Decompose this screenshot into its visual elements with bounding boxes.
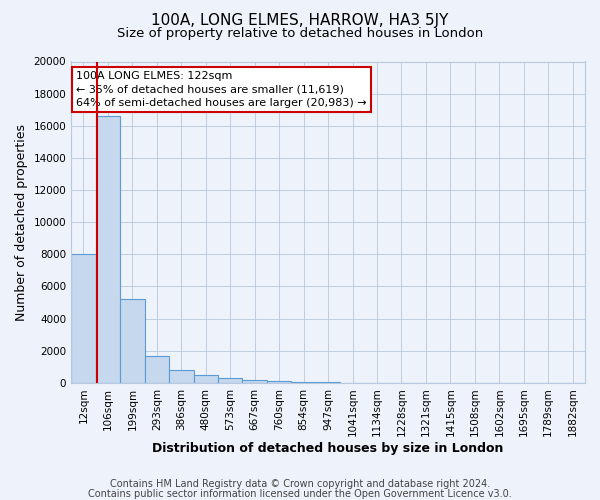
Bar [194, 375, 218, 383]
Bar [169, 370, 194, 383]
Bar [145, 356, 169, 383]
Bar [120, 300, 145, 383]
Bar [218, 378, 242, 383]
Text: Contains HM Land Registry data © Crown copyright and database right 2024.: Contains HM Land Registry data © Crown c… [110, 479, 490, 489]
Bar [267, 381, 292, 383]
Text: Contains public sector information licensed under the Open Government Licence v3: Contains public sector information licen… [88, 489, 512, 499]
Bar [242, 380, 267, 383]
Text: 100A LONG ELMES: 122sqm
← 35% of detached houses are smaller (11,619)
64% of sem: 100A LONG ELMES: 122sqm ← 35% of detache… [76, 71, 367, 108]
Bar [71, 254, 95, 383]
Y-axis label: Number of detached properties: Number of detached properties [15, 124, 28, 320]
Text: Size of property relative to detached houses in London: Size of property relative to detached ho… [117, 28, 483, 40]
Bar [292, 382, 316, 383]
Bar [95, 116, 120, 383]
X-axis label: Distribution of detached houses by size in London: Distribution of detached houses by size … [152, 442, 504, 455]
Text: 100A, LONG ELMES, HARROW, HA3 5JY: 100A, LONG ELMES, HARROW, HA3 5JY [151, 12, 449, 28]
